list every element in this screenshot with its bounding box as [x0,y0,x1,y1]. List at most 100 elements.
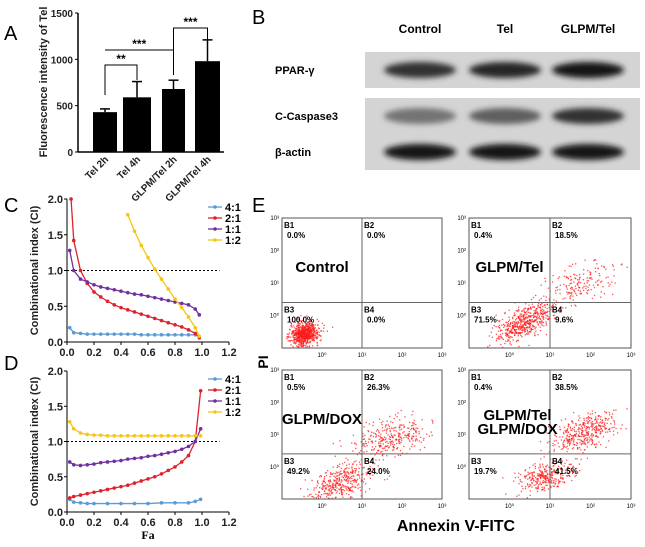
event-dot [303,339,305,342]
event-dot [560,448,563,450]
event-dot [579,281,582,284]
event-dot [573,281,575,283]
event-dot [502,338,505,341]
event-dot [529,306,532,308]
event-dot [569,440,571,443]
event-dot [520,332,522,334]
event-dot [356,464,358,466]
event-dot [587,269,589,272]
event-dot [331,497,334,499]
event-dot [306,340,309,343]
event-dot [528,323,530,325]
event-dot [317,482,319,485]
event-dot [598,429,601,431]
event-dot [572,447,575,449]
event-dot [288,332,291,334]
event-dot [304,324,307,326]
data-point [179,305,184,310]
event-dot [400,437,403,440]
data-point [159,472,164,476]
event-dot [519,332,522,335]
event-dot [368,468,370,471]
event-dot [590,276,592,279]
event-dot [308,345,310,347]
blot-band [552,108,624,124]
event-dot [371,449,373,451]
quadrant-percent-B1: 0.5% [287,383,305,392]
quadrant-percent-B2: 18.5% [555,231,578,240]
quadrant-percent-B4: 24.0% [367,467,390,476]
event-dot [560,419,563,421]
event-dot [333,488,335,490]
event-dot [329,490,331,492]
data-point [119,484,123,489]
event-dot [367,430,369,432]
event-dot [560,473,562,475]
event-dot [340,491,343,494]
event-dot [383,436,386,438]
data-point [78,277,83,281]
event-dot [521,319,523,321]
event-dot [381,440,383,442]
event-dot [347,486,349,488]
event-dot [550,468,552,470]
event-dot [513,315,515,317]
event-dot [331,488,333,491]
event-dot [586,277,589,279]
event-dot [554,471,556,474]
event-dot [566,475,569,477]
event-dot [505,493,507,495]
event-dot [520,334,522,336]
event-dot [514,328,516,331]
event-dot [551,310,554,312]
y-axis-label: Combinational index (CI) [29,376,41,506]
event-dot [536,477,538,480]
event-dot [566,428,569,430]
data-point [92,490,96,495]
event-dot [415,429,417,432]
event-dot [340,488,343,491]
event-dot [294,331,296,333]
event-dot [324,485,327,487]
event-dot [388,425,391,427]
event-dot [540,489,543,491]
quadrant-name: B2 [552,373,563,382]
event-dot [303,331,305,333]
event-dot [581,430,583,432]
event-dot [299,323,301,325]
event-dot [577,428,579,431]
event-dot [286,333,289,335]
event-dot [550,486,552,489]
event-dot [495,333,498,335]
event-dot [551,479,553,482]
event-dot [310,335,312,337]
event-dot [300,344,302,347]
event-dot [509,325,511,327]
event-dot [368,488,371,490]
event-dot [498,335,500,337]
event-dot [321,488,324,491]
event-dot [551,471,553,473]
event-dot [418,440,421,442]
event-dot [344,475,346,477]
event-dot [540,284,542,286]
legend-label: 4:1 [225,374,241,386]
data-point [67,460,72,464]
event-dot [336,490,339,492]
event-dot [552,274,554,277]
event-dot [417,427,419,430]
legend-marker [213,227,217,231]
event-dot [535,294,537,297]
data-point [125,332,130,336]
event-dot [297,332,299,334]
event-dot [509,322,512,325]
event-dot [507,336,510,339]
event-dot [553,449,555,451]
x-tick-label: 1.2 [221,347,236,359]
event-dot [380,437,382,439]
event-dot [604,428,606,430]
event-dot [506,328,508,330]
data-point [69,197,73,201]
event-dot [313,337,315,339]
event-dot [542,482,545,484]
